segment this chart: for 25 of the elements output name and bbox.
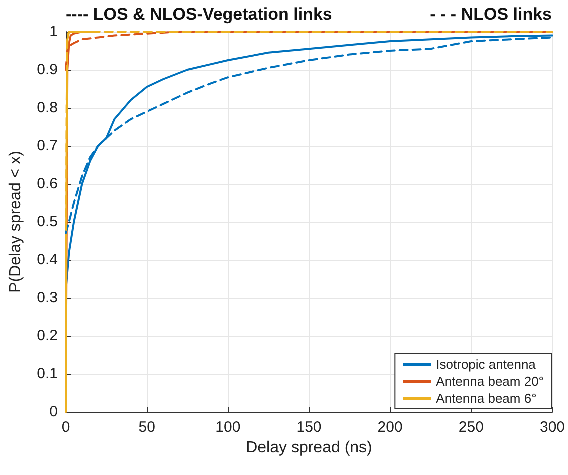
y-tick-label: 0.7 xyxy=(37,138,58,154)
y-tick-label: 0.3 xyxy=(37,290,58,306)
y-tick-label: 0 xyxy=(50,404,58,420)
y-tick-label: 0.4 xyxy=(37,252,58,268)
y-tick-label: 0.1 xyxy=(37,366,58,382)
x-tick-label: 250 xyxy=(458,419,484,436)
x-tick-label: 50 xyxy=(138,419,156,436)
y-axis-title: P(Delay spread < x) xyxy=(8,151,24,293)
text: ---- LOS & NLOS-Vegetation links xyxy=(66,5,332,24)
x-tick-label: 200 xyxy=(378,419,403,436)
x-tick-label: 300 xyxy=(540,419,565,436)
y-tick-label: 0.5 xyxy=(37,214,58,230)
y-tick-label: 0.2 xyxy=(37,328,58,344)
x-tick-label: 0 xyxy=(62,419,70,436)
y-tick-label: 0.6 xyxy=(37,176,58,192)
legend-label: Antenna beam 20° xyxy=(436,374,544,389)
x-axis-title: Delay spread (ns) xyxy=(246,440,372,456)
y-tick-label: 1 xyxy=(50,24,58,40)
legend-label: Antenna beam 6° xyxy=(436,391,537,406)
x-tick-label: 150 xyxy=(296,419,322,436)
x-tick-label: 100 xyxy=(216,419,241,436)
legend-label: Isotropic antenna xyxy=(436,357,537,372)
text: - - - NLOS links xyxy=(430,5,552,24)
y-tick-label: 0.9 xyxy=(37,62,58,78)
y-tick-label: 0.8 xyxy=(37,100,58,116)
